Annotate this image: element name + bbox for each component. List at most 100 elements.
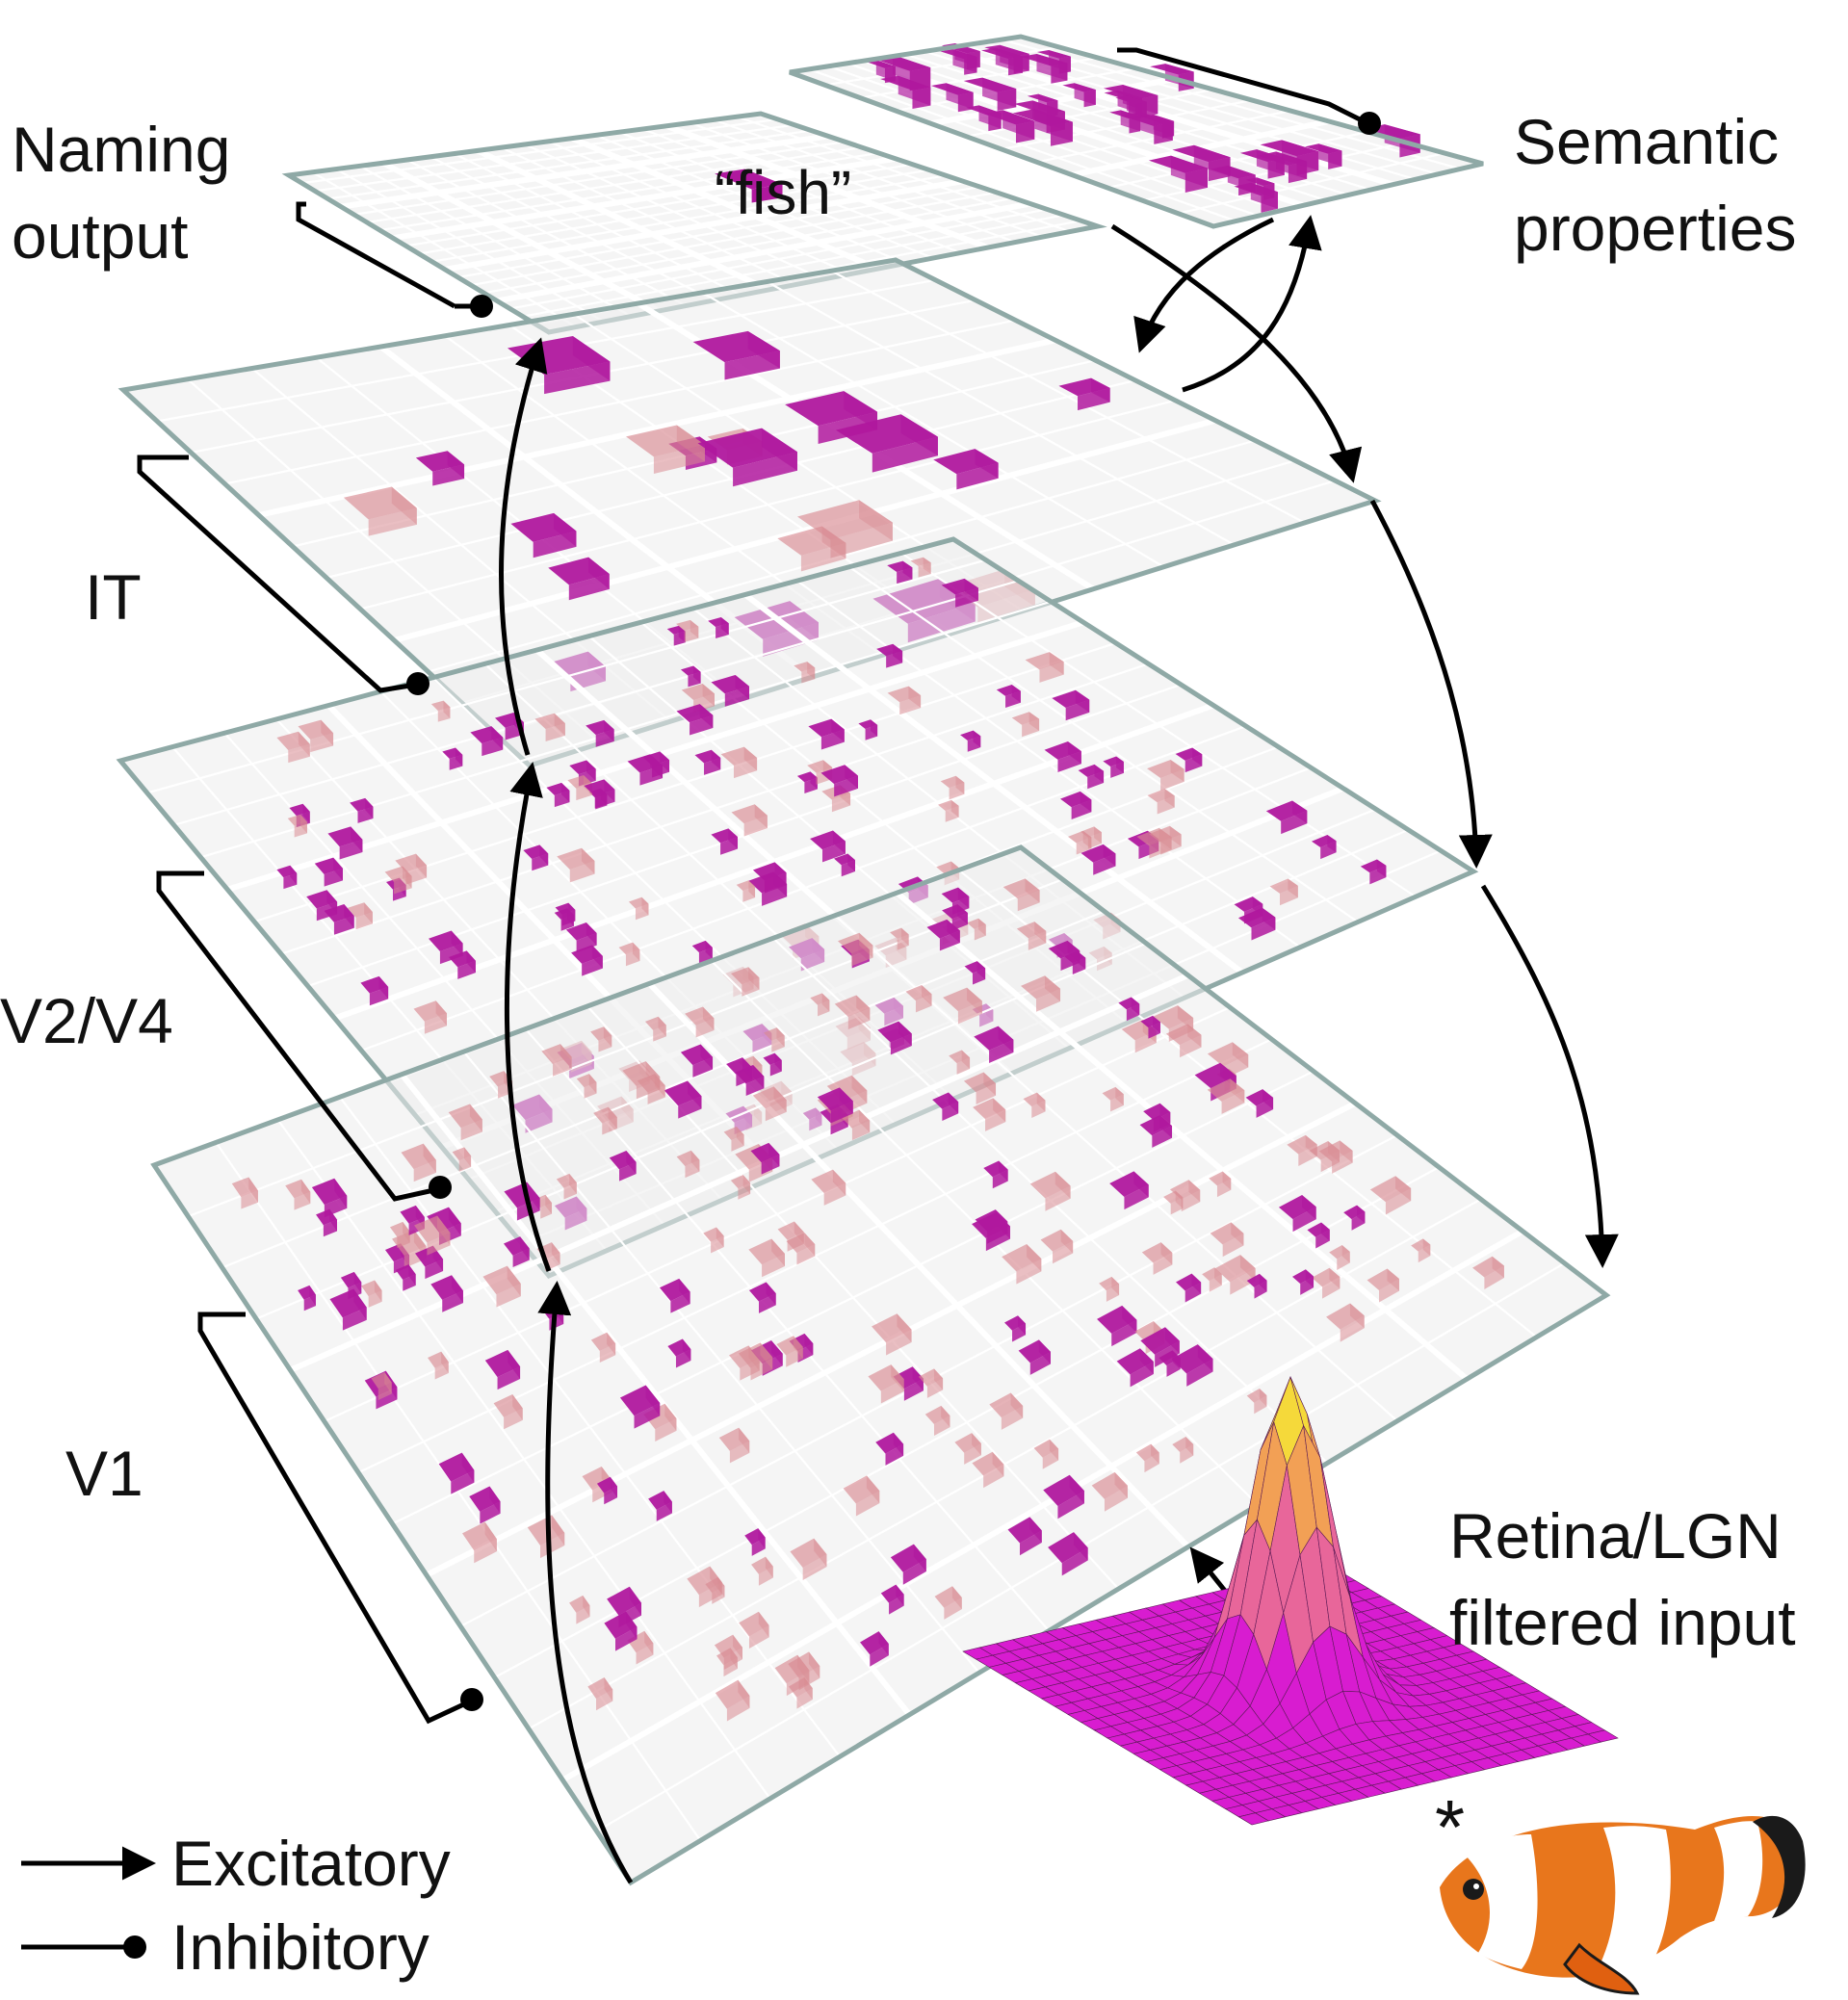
fish-output-unit bbox=[715, 169, 783, 190]
activation-unit bbox=[622, 1061, 661, 1087]
activation-unit bbox=[1103, 85, 1158, 99]
activation-unit bbox=[681, 683, 715, 700]
activation-unit bbox=[1245, 1089, 1274, 1106]
unit-side bbox=[738, 1182, 751, 1200]
activation-unit bbox=[738, 1342, 773, 1368]
unit-side bbox=[405, 865, 428, 885]
activation-unit bbox=[1207, 1042, 1249, 1067]
unit-side bbox=[957, 1000, 982, 1025]
activation-unit bbox=[361, 1280, 382, 1297]
activation-unit bbox=[1052, 689, 1090, 709]
activation-unit bbox=[1007, 1517, 1042, 1544]
activation-unit bbox=[1016, 922, 1047, 939]
activation-unit bbox=[340, 1271, 362, 1288]
activation-unit bbox=[1246, 1388, 1267, 1403]
activation-unit bbox=[1091, 1471, 1128, 1499]
unit-side bbox=[294, 821, 307, 838]
activation-unit bbox=[534, 713, 565, 730]
activation-unit bbox=[685, 1006, 715, 1026]
unit-side bbox=[964, 1443, 981, 1465]
activation-unit bbox=[858, 719, 878, 730]
semantic-properties-label-line1: Semantic bbox=[1514, 106, 1779, 177]
activation-unit bbox=[966, 105, 1002, 116]
activation-unit bbox=[1207, 1078, 1245, 1102]
unit-side bbox=[544, 361, 611, 395]
inhibitory-connection-it bbox=[137, 455, 429, 695]
activation-unit bbox=[523, 844, 549, 860]
inhibitory-connection-semantic bbox=[1117, 47, 1381, 135]
activation-unit bbox=[329, 1288, 367, 1318]
activation-unit bbox=[963, 77, 1017, 92]
activation-unit bbox=[298, 1285, 316, 1300]
unit-side bbox=[831, 793, 851, 813]
unit-side bbox=[1181, 1189, 1201, 1212]
unit-side bbox=[733, 758, 758, 779]
activation-unit bbox=[350, 797, 374, 812]
unit-side bbox=[748, 1624, 769, 1649]
activation-unit bbox=[1135, 1443, 1159, 1462]
unit-side bbox=[823, 1182, 846, 1206]
unit-side bbox=[1385, 1187, 1412, 1215]
activation-unit bbox=[1080, 844, 1116, 863]
activation-unit bbox=[438, 1452, 475, 1482]
unit-side bbox=[376, 1387, 398, 1410]
activation-unit bbox=[964, 961, 986, 974]
activation-unit bbox=[1260, 140, 1319, 157]
unit-side bbox=[1209, 1274, 1222, 1292]
activation-unit bbox=[715, 1679, 750, 1709]
activation-unit bbox=[1209, 1171, 1232, 1186]
activation-unit bbox=[752, 862, 787, 881]
unit-side bbox=[288, 743, 310, 764]
activation-unit bbox=[776, 1336, 803, 1356]
activation-unit bbox=[1043, 1474, 1084, 1506]
activation-unit bbox=[984, 44, 1029, 57]
unit-side bbox=[598, 1035, 612, 1052]
activation-unit bbox=[794, 662, 816, 672]
connections bbox=[137, 47, 1619, 1884]
activation-unit bbox=[1305, 143, 1342, 154]
unit-side bbox=[1031, 1100, 1046, 1118]
activation-unit bbox=[752, 1086, 787, 1109]
unit-side bbox=[1340, 1315, 1365, 1342]
unit-side bbox=[731, 1134, 744, 1152]
unit-side bbox=[933, 1416, 950, 1437]
v1-layer-border bbox=[150, 844, 1611, 1886]
semantic-properties-layer-units bbox=[866, 43, 1420, 213]
activation-unit bbox=[1097, 1305, 1137, 1334]
unit-side bbox=[758, 1566, 773, 1586]
activation-unit bbox=[541, 1044, 572, 1065]
unit-side bbox=[1168, 1018, 1194, 1042]
unit-side bbox=[442, 1290, 463, 1312]
activation-unit bbox=[723, 1126, 744, 1141]
unit-side bbox=[625, 949, 640, 967]
activation-unit bbox=[462, 1521, 497, 1551]
activation-unit bbox=[808, 718, 845, 738]
unit-side bbox=[1045, 1185, 1071, 1211]
activation-unit bbox=[711, 828, 739, 844]
activation-unit bbox=[777, 1221, 804, 1240]
unit-side bbox=[451, 1469, 475, 1494]
activation-unit bbox=[1058, 377, 1110, 397]
unit-side bbox=[496, 1283, 521, 1308]
activation-unit bbox=[554, 908, 574, 921]
v2v4-label: V2/V4 bbox=[0, 985, 173, 1056]
activation-unit bbox=[343, 486, 417, 520]
activation-unit bbox=[744, 1528, 766, 1545]
activation-unit bbox=[314, 857, 343, 875]
activation-unit bbox=[619, 1385, 661, 1416]
activation-unit bbox=[1018, 1339, 1051, 1364]
activation-unit bbox=[905, 984, 932, 1001]
activation-unit bbox=[1021, 975, 1061, 1000]
unit-side bbox=[437, 707, 451, 722]
unit-side bbox=[368, 507, 417, 536]
unit-side bbox=[1379, 1279, 1399, 1303]
activation-unit bbox=[1140, 1327, 1180, 1355]
activation-unit bbox=[276, 731, 310, 751]
unit-side bbox=[915, 994, 932, 1013]
activation-unit bbox=[703, 1227, 724, 1242]
activation-unit bbox=[954, 1433, 981, 1453]
unit-side bbox=[576, 1605, 590, 1624]
activation-unit bbox=[395, 853, 428, 872]
activation-unit bbox=[790, 1538, 827, 1568]
unit-side bbox=[424, 1013, 447, 1034]
